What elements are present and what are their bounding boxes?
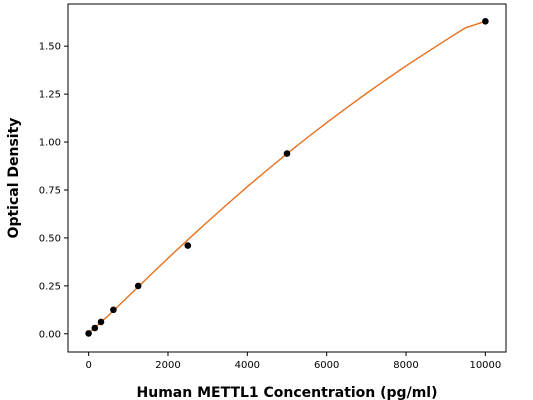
x-tick-label: 6000 — [314, 360, 339, 371]
x-tick-label: 0 — [85, 360, 91, 371]
y-tick-label: 1.50 — [39, 42, 61, 53]
x-axis-title: Human METTL1 Concentration (pg/ml) — [137, 385, 438, 400]
x-axis-ticks: 0 2000 4000 6000 8000 10000 — [85, 352, 501, 371]
data-point — [91, 324, 99, 332]
x-tick-label: 8000 — [393, 360, 418, 371]
plot-frame — [67, 3, 507, 353]
x-tick-label: 4000 — [235, 360, 260, 371]
y-tick-label: 1.25 — [39, 90, 61, 101]
data-point — [482, 18, 489, 25]
data-point — [134, 282, 142, 290]
data-point — [110, 306, 117, 314]
y-axis-title: Optical Density — [6, 118, 22, 239]
y-tick-label: 0.00 — [39, 329, 61, 340]
data-points — [85, 18, 489, 337]
x-tick-label: 2000 — [155, 360, 180, 371]
plot-area — [67, 3, 507, 353]
data-point — [184, 242, 192, 249]
y-tick-label: 0.25 — [39, 281, 61, 292]
x-tick-label: 10000 — [469, 360, 501, 371]
y-axis-ticks: 0.00 0.25 0.50 0.75 1.00 1.25 1.50 — [39, 42, 68, 340]
y-tick-label: 0.75 — [39, 185, 61, 196]
data-point — [283, 150, 291, 157]
fit-curve-line — [88, 20, 486, 334]
data-point — [85, 330, 92, 337]
y-tick-label: 0.50 — [39, 233, 61, 244]
y-tick-label: 1.00 — [39, 138, 61, 149]
data-point — [97, 318, 105, 326]
